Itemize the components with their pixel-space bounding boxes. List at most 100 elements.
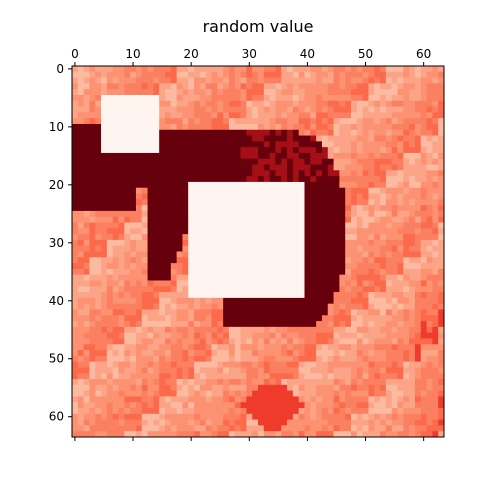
heatmap-cell: [298, 384, 305, 392]
heatmap-cell: [345, 396, 352, 403]
heatmap-cell: [351, 77, 358, 84]
heatmap-cell: [420, 129, 427, 136]
heatmap-cell: [327, 286, 334, 293]
heatmap-cell: [339, 176, 346, 183]
heatmap-cell: [199, 106, 207, 113]
heatmap-cell: [182, 419, 189, 426]
heatmap-cell: [83, 71, 90, 78]
heatmap-cell: [356, 77, 364, 84]
heatmap-cell: [77, 425, 85, 432]
heatmap-cell: [246, 379, 253, 386]
heatmap-cell: [83, 193, 90, 200]
heatmap-cell: [304, 89, 311, 96]
heatmap-cell: [368, 71, 375, 78]
heatmap-cell: [228, 315, 236, 322]
heatmap-cell: [351, 280, 358, 287]
heatmap-cell: [409, 129, 416, 136]
heatmap-cell: [374, 390, 381, 397]
heatmap-cell: [403, 315, 410, 322]
heatmap-cell: [397, 193, 404, 200]
heatmap-cell: [130, 425, 137, 432]
heatmap-cell: [385, 431, 393, 438]
heatmap-cell: [362, 123, 369, 131]
heatmap-cell: [380, 419, 387, 426]
heatmap-cell: [223, 112, 230, 119]
heatmap-cell: [345, 373, 352, 380]
heatmap-cell: [316, 286, 323, 293]
heatmap-cell: [356, 181, 364, 189]
heatmap-cell: [153, 373, 160, 380]
heatmap-cell: [385, 129, 393, 136]
heatmap-cell: [420, 274, 427, 281]
heatmap-cell: [211, 379, 218, 386]
heatmap-cell: [310, 315, 317, 322]
heatmap-cell: [356, 286, 364, 293]
heatmap-cell: [287, 408, 294, 415]
heatmap-cell: [72, 396, 79, 403]
heatmap-cell: [269, 66, 276, 73]
heatmap-cell: [397, 263, 404, 270]
heatmap-cell: [252, 158, 259, 165]
heatmap-cell: [374, 123, 381, 131]
heatmap-cell: [112, 338, 119, 345]
heatmap-cell: [217, 129, 224, 136]
heatmap-cell: [170, 187, 178, 194]
heatmap-cell: [356, 71, 364, 78]
heatmap-cell: [397, 245, 404, 252]
heatmap-cell: [345, 332, 352, 339]
heatmap-cell: [182, 303, 189, 310]
heatmap-cell: [89, 77, 96, 84]
heatmap-cell: [287, 431, 294, 438]
heatmap-cell: [170, 315, 178, 322]
heatmap-cell: [368, 228, 375, 235]
heatmap-cell: [356, 205, 364, 212]
heatmap-cell: [281, 94, 288, 102]
heatmap-cell: [176, 332, 183, 339]
heatmap-cell: [89, 123, 96, 131]
heatmap-cell: [362, 332, 369, 339]
heatmap-cell: [176, 83, 183, 90]
heatmap-cell: [385, 170, 393, 177]
heatmap-cell: [374, 152, 381, 160]
heatmap-cell: [182, 373, 189, 380]
heatmap-cell: [135, 373, 143, 380]
heatmap-cell: [176, 245, 183, 252]
heatmap-cell: [414, 350, 422, 357]
heatmap-cell: [380, 94, 387, 102]
heatmap-cell: [130, 321, 137, 328]
heatmap-cell: [385, 326, 393, 334]
heatmap-cell: [351, 326, 358, 334]
heatmap-cell: [135, 384, 143, 392]
heatmap-cell: [252, 355, 259, 363]
heatmap-cell: [130, 344, 137, 351]
heatmap-cell: [397, 431, 404, 438]
heatmap-cell: [281, 147, 288, 154]
heatmap-cell: [426, 431, 433, 438]
heatmap-cell: [176, 321, 183, 328]
heatmap-cell: [438, 361, 445, 368]
heatmap-cell: [409, 170, 416, 177]
heatmap-cell: [321, 350, 329, 357]
heatmap-cell: [333, 367, 340, 374]
heatmap-cell: [391, 402, 398, 409]
heatmap-cell: [234, 77, 241, 84]
heatmap-cell: [165, 234, 172, 241]
heatmap-cell: [374, 147, 381, 154]
heatmap-cell: [333, 431, 340, 438]
heatmap-cell: [339, 152, 346, 160]
heatmap-cell: [72, 402, 79, 409]
heatmap-cell: [95, 158, 102, 165]
heatmap-cell: [72, 210, 79, 218]
heatmap-cell: [194, 112, 201, 119]
heatmap-cell: [310, 83, 317, 90]
heatmap-cell: [211, 66, 218, 73]
heatmap-cell: [362, 112, 369, 119]
heatmap-cell: [368, 193, 375, 200]
heatmap-cell: [194, 361, 201, 368]
heatmap-cell: [310, 228, 317, 235]
heatmap-cell: [292, 77, 300, 84]
heatmap-cell: [135, 408, 143, 415]
heatmap-cell: [321, 297, 329, 305]
heatmap-cell: [345, 303, 352, 310]
heatmap-cell: [89, 390, 96, 397]
